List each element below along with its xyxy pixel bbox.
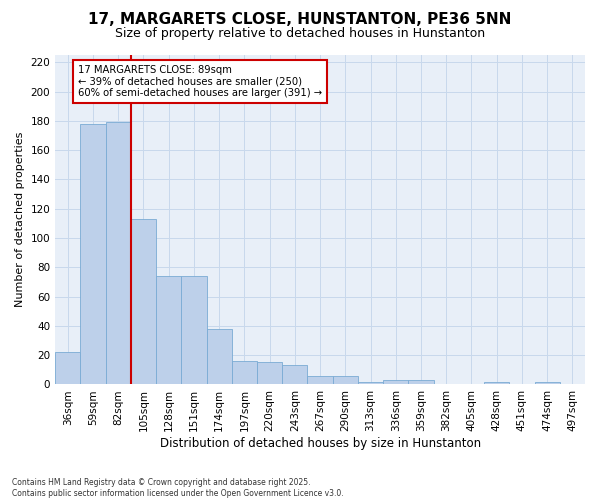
Bar	[156, 276, 181, 384]
Text: 17 MARGARETS CLOSE: 89sqm
← 39% of detached houses are smaller (250)
60% of semi: 17 MARGARETS CLOSE: 89sqm ← 39% of detac…	[78, 65, 322, 98]
Bar	[131, 219, 156, 384]
Text: 17, MARGARETS CLOSE, HUNSTANTON, PE36 5NN: 17, MARGARETS CLOSE, HUNSTANTON, PE36 5N…	[88, 12, 512, 28]
Bar	[55, 352, 80, 384]
Bar	[106, 122, 131, 384]
X-axis label: Distribution of detached houses by size in Hunstanton: Distribution of detached houses by size …	[160, 437, 481, 450]
Bar	[257, 362, 282, 384]
Bar	[80, 124, 106, 384]
Bar	[206, 329, 232, 384]
Bar	[383, 380, 409, 384]
Text: Size of property relative to detached houses in Hunstanton: Size of property relative to detached ho…	[115, 28, 485, 40]
Bar	[181, 276, 206, 384]
Bar	[332, 376, 358, 384]
Bar	[358, 382, 383, 384]
Text: Contains HM Land Registry data © Crown copyright and database right 2025.
Contai: Contains HM Land Registry data © Crown c…	[12, 478, 344, 498]
Bar	[307, 376, 332, 384]
Bar	[535, 382, 560, 384]
Bar	[282, 366, 307, 384]
Bar	[232, 361, 257, 384]
Y-axis label: Number of detached properties: Number of detached properties	[15, 132, 25, 308]
Bar	[484, 382, 509, 384]
Bar	[409, 380, 434, 384]
